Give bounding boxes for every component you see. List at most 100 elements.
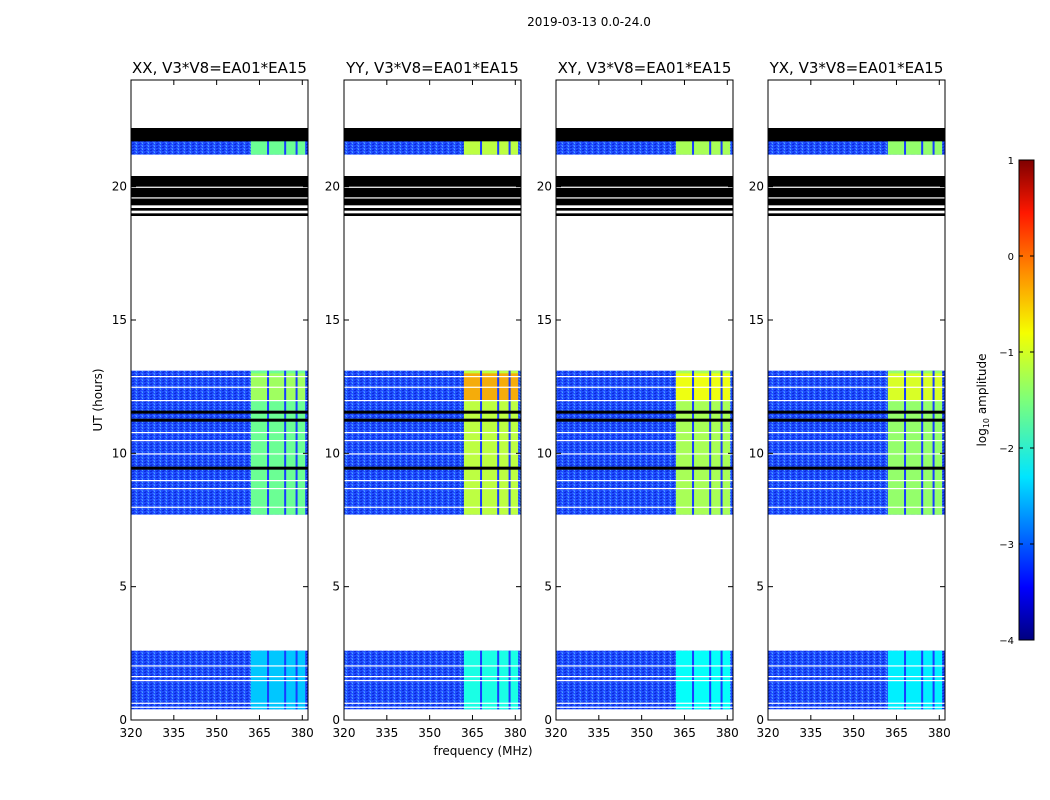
x-tick-label: 380 <box>928 726 951 740</box>
gap-line <box>768 400 945 402</box>
y-tick-label: 20 <box>112 180 127 194</box>
flag-gap-line <box>768 186 945 188</box>
channel-gap <box>508 128 511 155</box>
x-tick-label: 320 <box>757 726 780 740</box>
y-tick-label: 15 <box>112 313 127 327</box>
x-tick-label: 350 <box>418 726 441 740</box>
flagged-segment <box>556 128 733 142</box>
flagged-segment <box>768 208 945 211</box>
channel-gap <box>709 128 712 155</box>
x-tick-label: 320 <box>120 726 143 740</box>
gap-line <box>131 440 308 442</box>
gap-line <box>344 453 521 455</box>
panel-title: XX, V3*V8=EA01*EA15 <box>132 59 307 77</box>
y-tick-label: 20 <box>537 180 552 194</box>
channel-gap <box>720 370 723 515</box>
gap-line <box>131 665 308 667</box>
gap-line <box>344 506 521 508</box>
channel-gap <box>932 370 935 515</box>
panel-3: XY, V3*V8=EA01*EA15 320 335 350 365 380 0 5 10 15… <box>537 59 739 740</box>
gap-line <box>556 400 733 402</box>
gap-line <box>556 488 733 490</box>
flag-gap-line <box>131 197 308 199</box>
x-tick-label: 380 <box>291 726 314 740</box>
gap-line <box>556 480 733 482</box>
gap-line <box>131 480 308 482</box>
gap-line <box>556 386 733 388</box>
gap-line <box>344 706 521 708</box>
flag-gap-line <box>556 197 733 199</box>
gap-line <box>344 418 521 422</box>
gap-line <box>344 386 521 388</box>
x-tick-label: 350 <box>842 726 865 740</box>
gap-line <box>556 676 733 678</box>
gap-line <box>768 376 945 378</box>
gap-line <box>768 466 945 470</box>
channel-gap <box>692 370 695 515</box>
x-tick-label: 335 <box>587 726 610 740</box>
channel-gap <box>932 128 935 155</box>
gap-line <box>344 466 521 470</box>
colorbar-tick-label: −2 <box>999 444 1014 455</box>
channel-gap <box>508 370 511 515</box>
gap-line <box>556 665 733 667</box>
gap-line <box>556 453 733 455</box>
panel-title: XY, V3*V8=EA01*EA15 <box>558 59 732 77</box>
gap-line <box>556 506 733 508</box>
gap-line <box>768 488 945 490</box>
colorbar-gradient <box>1018 159 1035 641</box>
flagged-segment <box>556 213 733 216</box>
panel-frame <box>555 79 734 721</box>
gap-line <box>344 480 521 482</box>
flagged-segment <box>344 213 521 216</box>
gap-line <box>344 432 521 434</box>
gap-line <box>768 680 945 682</box>
gap-line <box>344 488 521 490</box>
gap-line <box>131 466 308 470</box>
channel-gap <box>284 128 287 155</box>
gap-line <box>131 432 308 434</box>
gap-line <box>344 702 521 704</box>
y-tick-label: 5 <box>544 580 552 594</box>
channel-gap <box>497 128 500 155</box>
channel-gap <box>904 370 907 515</box>
gap-line <box>131 453 308 455</box>
x-tick-label: 320 <box>333 726 356 740</box>
gap-line <box>344 680 521 682</box>
y-tick-label: 15 <box>325 313 340 327</box>
gap-line <box>768 410 945 414</box>
gap-line <box>131 680 308 682</box>
gap-line <box>768 665 945 667</box>
flagged-segment <box>131 213 308 216</box>
gap-line <box>768 453 945 455</box>
panel-1: XX, V3*V8=EA01*EA15 320 335 350 365 380 0 5 10 15… <box>112 59 314 740</box>
panel-title: YY, V3*V8=EA01*EA15 <box>345 59 519 77</box>
flagged-segment <box>344 128 521 142</box>
channel-gap <box>720 128 723 155</box>
gap-line <box>344 376 521 378</box>
x-tick-label: 335 <box>162 726 185 740</box>
colorbar-tick-label: 1 <box>1008 156 1014 167</box>
x-tick-label: 365 <box>673 726 696 740</box>
flag-gap-line <box>768 197 945 199</box>
gap-line <box>556 706 733 708</box>
flag-gap-line <box>344 186 521 188</box>
gap-line <box>131 400 308 402</box>
panels: XX, V3*V8=EA01*EA15 320 335 350 365 380 0 5 10 15… <box>112 59 951 740</box>
gap-line <box>556 466 733 470</box>
colorbar-tick-label: −1 <box>999 348 1014 359</box>
x-tick-label: 320 <box>545 726 568 740</box>
gap-line <box>344 665 521 667</box>
gap-line <box>131 706 308 708</box>
flagged-segment <box>768 176 945 206</box>
flagged-segment <box>768 213 945 216</box>
gap-line <box>556 432 733 434</box>
panel-frame <box>343 79 522 721</box>
flag-gap-line <box>556 186 733 188</box>
channel-gap <box>284 370 287 515</box>
gap-line <box>768 702 945 704</box>
y-tick-label: 0 <box>332 713 340 727</box>
channel-gap <box>480 370 483 515</box>
panel-4: YX, V3*V8=EA01*EA15 320 335 350 365 380 0 5 10 15… <box>749 59 951 740</box>
